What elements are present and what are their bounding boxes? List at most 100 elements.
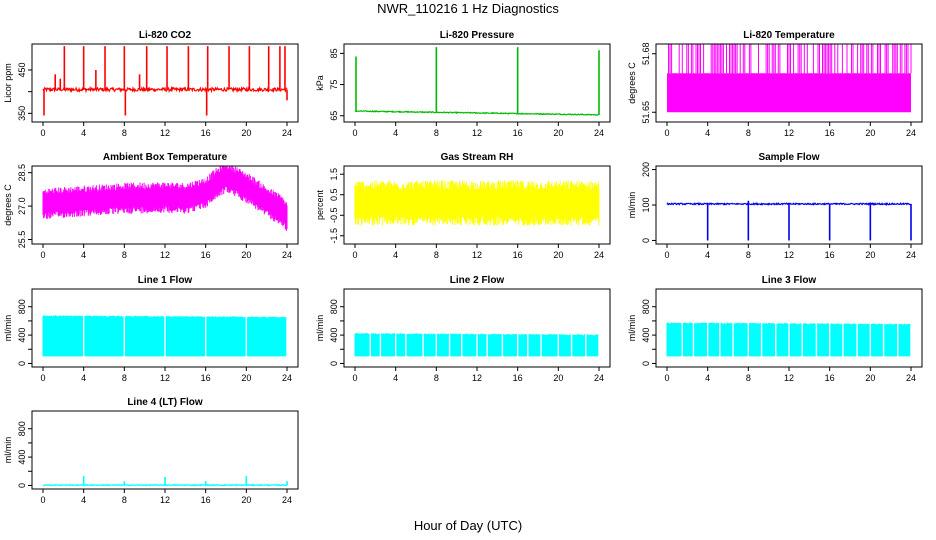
chart-title: Line 4 (LT) Flow bbox=[127, 397, 203, 408]
x-tick-label: 16 bbox=[201, 128, 211, 138]
x-tick-label: 12 bbox=[472, 250, 482, 260]
chart-title: Line 1 Flow bbox=[138, 275, 193, 286]
y-axis-label: ml/min bbox=[3, 315, 13, 342]
series-data bbox=[42, 166, 288, 231]
y-tick-label: 28.5 bbox=[17, 164, 27, 182]
x-tick-label: 24 bbox=[282, 495, 292, 505]
chart-panel-4: Ambient Box Temperature 0 4 8 12 16 20 24 25.5 27… bbox=[3, 152, 299, 260]
x-tick-label: 0 bbox=[40, 250, 45, 260]
x-tick-label: 24 bbox=[906, 373, 916, 383]
series-line bbox=[354, 110, 600, 116]
series-line bbox=[42, 85, 288, 94]
x-tick-label: 16 bbox=[513, 128, 523, 138]
series-data bbox=[667, 44, 912, 113]
x-tick-label: 20 bbox=[865, 373, 875, 383]
x-tick-label: 20 bbox=[865, 250, 875, 260]
y-tick-label: 800 bbox=[641, 299, 651, 314]
chart-title: Line 3 Flow bbox=[762, 275, 817, 286]
x-tick-label: 4 bbox=[393, 128, 398, 138]
x-tick-label: 4 bbox=[81, 373, 86, 383]
x-tick-label: 4 bbox=[81, 250, 86, 260]
y-tick-label: 25.5 bbox=[17, 231, 27, 249]
y-tick-label: 800 bbox=[17, 421, 27, 436]
x-tick-label: 24 bbox=[594, 373, 604, 383]
x-tick-label: 4 bbox=[81, 128, 86, 138]
y-axis-label: ml/min bbox=[627, 315, 637, 342]
x-tick-label: 4 bbox=[705, 128, 710, 138]
chart-title: Ambient Box Temperature bbox=[103, 152, 228, 163]
series-data bbox=[42, 476, 288, 487]
chart-panel-3: Li-820 Temperature 0 4 8 12 16 20 24 51.65 51.68 d… bbox=[627, 30, 923, 138]
x-tick-label: 12 bbox=[784, 128, 794, 138]
x-tick-label: 12 bbox=[160, 250, 170, 260]
chart-panel-8: Line 2 Flow 0 4 8 12 16 20 24 0 400 800 ml/min bbox=[315, 275, 611, 383]
x-tick-label: 20 bbox=[241, 495, 251, 505]
x-tick-label: 20 bbox=[553, 128, 563, 138]
series-data bbox=[666, 200, 912, 241]
x-tick-label: 24 bbox=[906, 250, 916, 260]
x-tick-label: 4 bbox=[705, 373, 710, 383]
x-tick-label: 4 bbox=[81, 495, 86, 505]
x-tick-label: 0 bbox=[352, 373, 357, 383]
x-tick-label: 16 bbox=[825, 373, 835, 383]
series-data bbox=[42, 46, 288, 116]
x-tick-label: 4 bbox=[393, 373, 398, 383]
x-tick-label: 0 bbox=[40, 373, 45, 383]
series-data bbox=[354, 332, 600, 358]
y-axis-label: ml/min bbox=[627, 192, 637, 219]
x-tick-label: 8 bbox=[746, 373, 751, 383]
y-tick-label: -1.5 bbox=[329, 228, 339, 244]
chart-title: Li-820 Pressure bbox=[440, 30, 515, 41]
chart-title: Sample Flow bbox=[758, 152, 819, 163]
x-tick-label: 20 bbox=[241, 128, 251, 138]
chart-title: Line 2 Flow bbox=[450, 275, 505, 286]
x-tick-label: 8 bbox=[746, 250, 751, 260]
y-tick-label: 75 bbox=[329, 80, 339, 90]
x-tick-label: 12 bbox=[784, 250, 794, 260]
x-tick-label: 8 bbox=[434, 373, 439, 383]
x-tick-label: 20 bbox=[553, 250, 563, 260]
series-spikes bbox=[668, 44, 912, 74]
x-tick-label: 16 bbox=[513, 250, 523, 260]
x-tick-label: 0 bbox=[352, 250, 357, 260]
x-tick-label: 24 bbox=[282, 373, 292, 383]
y-tick-label: 85 bbox=[329, 48, 339, 58]
plot-frame bbox=[343, 43, 611, 123]
x-tick-label: 24 bbox=[282, 128, 292, 138]
x-tick-label: 0 bbox=[664, 373, 669, 383]
x-tick-label: 20 bbox=[553, 373, 563, 383]
y-tick-label: 0 bbox=[641, 238, 651, 243]
chart-panel-1: Li-820 CO2 0 4 8 12 16 20 24 350 450 Licor ppm bbox=[3, 30, 299, 138]
y-tick-label: 65 bbox=[329, 111, 339, 121]
y-tick-label: 350 bbox=[17, 106, 27, 121]
x-tick-label: 16 bbox=[201, 250, 211, 260]
y-tick-label: 800 bbox=[329, 299, 339, 314]
y-axis-label: ml/min bbox=[3, 437, 13, 464]
x-tick-label: 20 bbox=[241, 250, 251, 260]
x-tick-label: 0 bbox=[352, 128, 357, 138]
chart-panel-7: Line 1 Flow 0 4 8 12 16 20 24 0 400 800 ml/min bbox=[3, 275, 299, 383]
y-tick-label: 200 bbox=[641, 162, 651, 177]
series-data bbox=[666, 322, 912, 358]
x-tick-label: 0 bbox=[664, 128, 669, 138]
y-tick-label: 0 bbox=[329, 361, 339, 366]
x-tick-label: 24 bbox=[594, 250, 604, 260]
y-tick-label: 51.68 bbox=[641, 42, 651, 65]
x-tick-label: 16 bbox=[201, 495, 211, 505]
series-data bbox=[354, 180, 600, 226]
y-tick-label: 27.0 bbox=[17, 197, 27, 215]
y-axis-label: ml/min bbox=[315, 315, 325, 342]
x-tick-label: 0 bbox=[40, 495, 45, 505]
series-band bbox=[354, 180, 600, 226]
x-tick-label: 8 bbox=[122, 128, 127, 138]
chart-panel-5: Gas Stream RH 0 4 8 12 16 20 24 -1.5 -0.5 0.5 1.5 pe… bbox=[315, 152, 611, 260]
chart-panel-6: Sample Flow 0 4 8 12 16 20 24 0 100 200 ml/min bbox=[627, 152, 923, 260]
x-tick-label: 8 bbox=[122, 250, 127, 260]
x-tick-label: 24 bbox=[906, 128, 916, 138]
x-tick-label: 12 bbox=[160, 373, 170, 383]
x-tick-label: 8 bbox=[122, 495, 127, 505]
y-tick-label: 0 bbox=[641, 361, 651, 366]
y-tick-label: 400 bbox=[641, 328, 651, 343]
y-tick-label: 400 bbox=[17, 450, 27, 465]
x-tick-label: 16 bbox=[201, 373, 211, 383]
